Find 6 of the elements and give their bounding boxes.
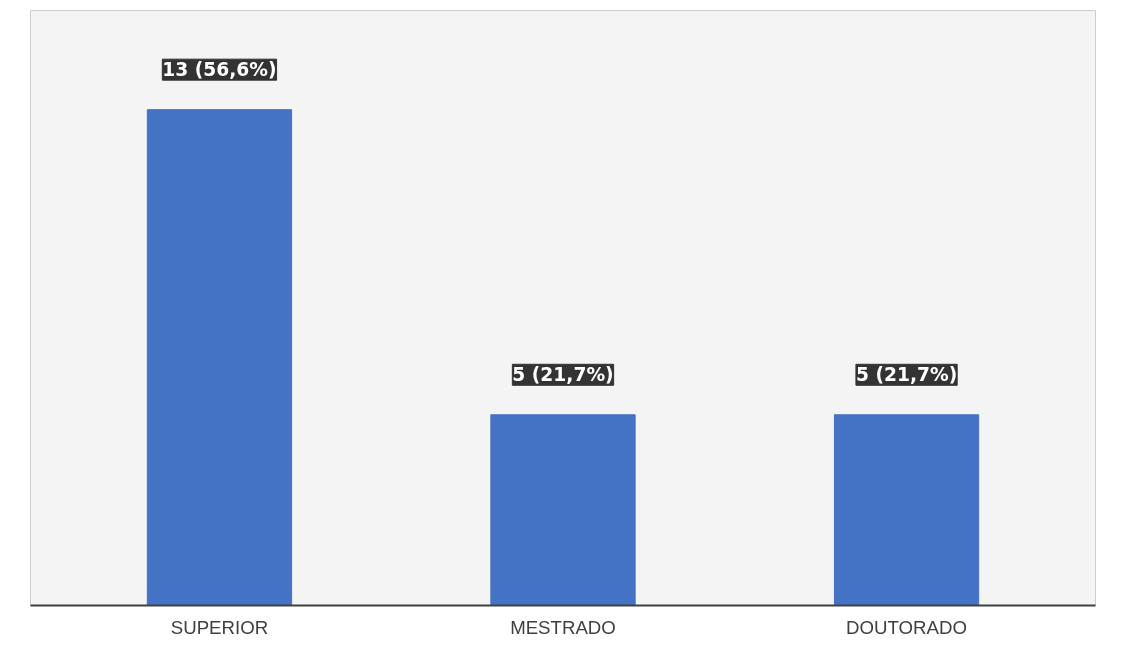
x-tick-label: MESTRADO <box>510 616 616 638</box>
data-label: 5 (21,7%) <box>855 364 958 386</box>
x-tick-label: SUPERIOR <box>170 616 269 638</box>
x-tick-label: DOUTORADO <box>846 616 968 638</box>
data-label: 5 (21,7%) <box>512 364 614 386</box>
data-label: 13 (56,6%) <box>162 59 277 81</box>
